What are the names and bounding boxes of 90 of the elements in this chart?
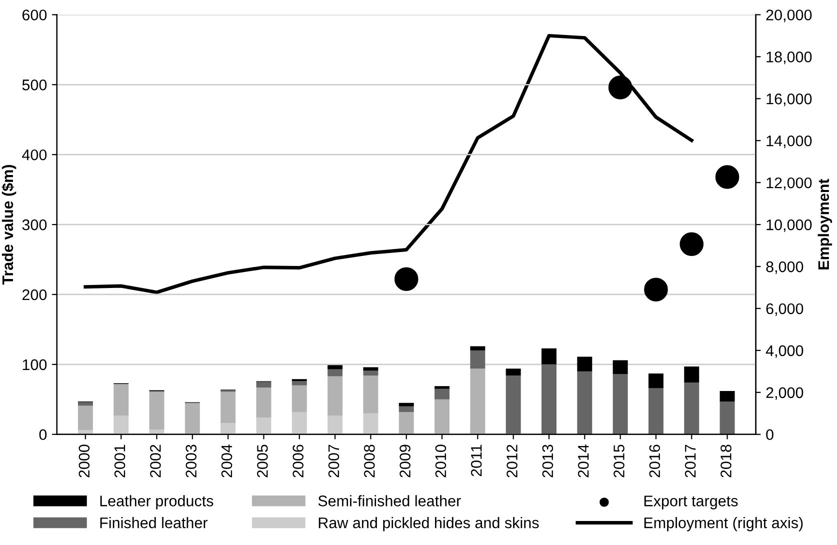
legend-label: Raw and pickled hides and skins — [318, 517, 539, 532]
bar — [470, 350, 486, 369]
x-tick-label: 2001 — [114, 444, 126, 478]
x-tick-label: 2002 — [150, 444, 161, 478]
bar — [256, 388, 272, 418]
x-tick-label: 2014 — [578, 444, 589, 478]
y2-tick-label: 12,000 — [766, 177, 812, 190]
bar — [434, 388, 450, 400]
x-tick-label: 2007 — [328, 444, 340, 478]
x-tick-label: 2013 — [542, 444, 554, 478]
x-tick-label: 2018 — [720, 444, 732, 478]
y-tick-label: 200 — [22, 289, 47, 300]
legend-label: Export targets — [644, 496, 738, 510]
y-tick-label: 400 — [22, 149, 47, 160]
y-tick-label: 300 — [22, 219, 47, 230]
bar — [328, 369, 343, 376]
y2-tick-label: 8,000 — [766, 261, 804, 274]
x-tick-label: 2005 — [257, 444, 268, 478]
y-tick-label: 600 — [22, 10, 47, 20]
y2-tick-label: 6,000 — [766, 303, 804, 316]
point — [394, 267, 418, 291]
point — [715, 165, 740, 189]
bar — [612, 374, 628, 434]
x-tick-label: 2008 — [364, 444, 375, 478]
x-tick-label: 2012 — [506, 444, 518, 478]
bar — [434, 399, 450, 434]
bar — [363, 376, 378, 414]
y-tick-label: 100 — [22, 359, 47, 370]
bar — [684, 382, 700, 434]
bar — [506, 376, 521, 434]
y2-tick-label: 14,000 — [766, 135, 812, 148]
legend-label: Semi-finished leather — [318, 495, 461, 506]
bar — [684, 366, 700, 383]
bar — [292, 381, 307, 386]
bar — [328, 376, 343, 416]
bar — [363, 370, 378, 376]
x-tick-label: 2011 — [470, 444, 482, 476]
bar — [78, 406, 93, 430]
y2-tick-label: 16,000 — [766, 94, 812, 106]
bar — [398, 406, 414, 412]
bar — [220, 392, 236, 424]
bar — [612, 360, 628, 374]
bar — [470, 346, 486, 350]
bar — [470, 368, 486, 434]
bar — [328, 365, 343, 370]
point — [680, 232, 704, 256]
legend-label: Finished leather — [100, 517, 208, 528]
bar — [577, 371, 592, 434]
y-axis-title: Trade value ($m) — [2, 165, 16, 285]
legend-label: Leather products — [100, 495, 214, 510]
x-tick-label: 2000 — [78, 444, 90, 478]
bar — [577, 356, 592, 372]
y-tick-label: 0 — [39, 429, 47, 440]
bar — [292, 385, 307, 412]
x-tick-label: 2015 — [614, 444, 624, 478]
bar — [363, 367, 378, 371]
bar — [542, 348, 556, 364]
bar — [506, 368, 521, 376]
bar — [256, 382, 272, 388]
x-tick-label: 2004 — [221, 444, 232, 478]
bar — [398, 412, 414, 434]
x-tick-label: 2003 — [186, 444, 197, 478]
y2-tick-label: 2,000 — [766, 387, 804, 400]
bar — [720, 391, 735, 402]
y2-tick-label: 20,000 — [766, 10, 812, 22]
y2-axis-title: Employment — [818, 178, 832, 270]
bar — [542, 364, 556, 434]
x-tick-label: 2006 — [292, 444, 304, 478]
x-tick-label: 2016 — [649, 444, 660, 478]
y2-tick-label: 4,000 — [766, 345, 804, 358]
bar — [434, 386, 450, 389]
y2-tick-label: 18,000 — [766, 52, 812, 64]
bar — [648, 374, 664, 388]
y2-tick-label: 10,000 — [766, 219, 812, 232]
bar — [720, 401, 735, 434]
y-tick-label: 500 — [22, 80, 47, 90]
bar — [114, 384, 129, 416]
point — [608, 76, 632, 100]
x-tick-label: 2010 — [435, 444, 446, 478]
bar — [149, 392, 164, 430]
bar — [184, 402, 200, 434]
line-series — [84, 34, 694, 294]
bar — [398, 402, 414, 406]
x-tick-label: 2009 — [400, 444, 410, 478]
legend-label: Employment (right axis) — [644, 517, 803, 532]
x-tick-label: 2017 — [684, 444, 696, 478]
bar — [648, 388, 664, 434]
bar — [78, 402, 93, 406]
y2-tick-label: 0 — [766, 429, 774, 440]
point — [644, 278, 668, 302]
